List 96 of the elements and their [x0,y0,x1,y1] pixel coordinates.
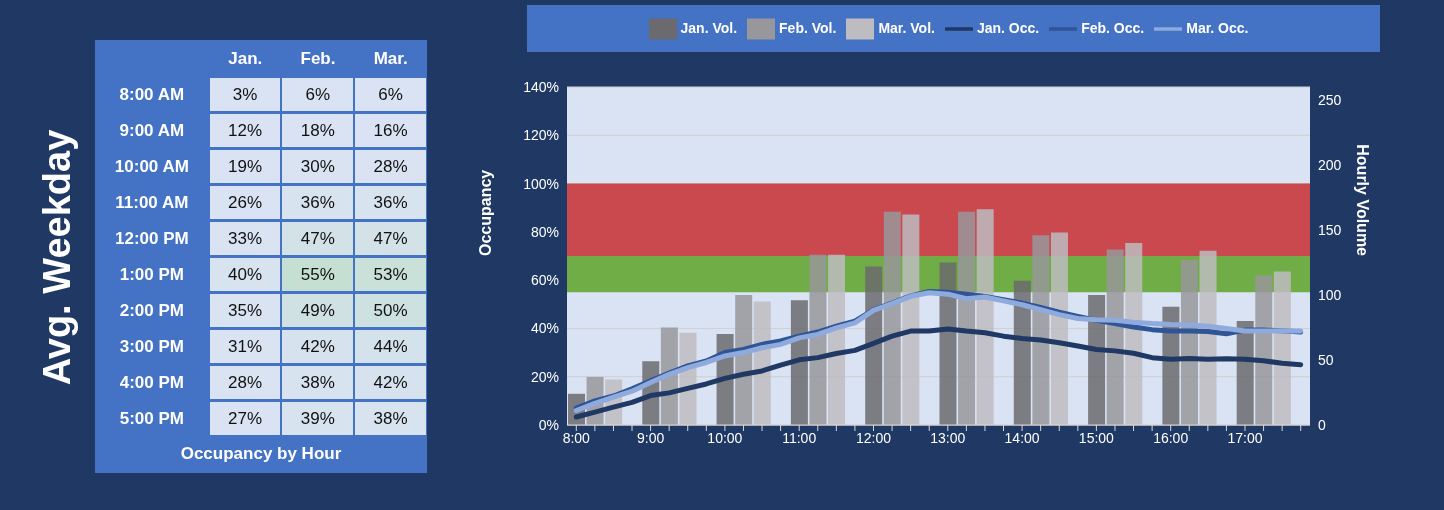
bar [790,300,808,425]
y-tick-label: 140% [523,78,559,95]
y-axis-title: Avg. Weekday [36,129,79,386]
y-axis-title: Occupancy [476,169,494,256]
bar [1199,250,1217,425]
data-label: 28% [355,150,426,183]
data-label: 40% [209,258,281,291]
bar [1013,280,1031,425]
x-tick-label: 8:00 [562,429,591,446]
data-label: 6% [282,78,354,111]
data-label: 27% [209,402,281,435]
bar [958,211,976,425]
data-label: 42% [282,330,354,363]
data-label: 49% [282,294,354,327]
legend-label: Mar. Occ. [1186,19,1249,36]
x-tick-label: Mar. [372,48,409,70]
y-tick-label: 11:00 AM [114,192,190,214]
data-label: 47% [355,222,426,255]
bar [1255,275,1273,425]
y-tick-label: 4:00 PM [118,372,185,394]
y2-tick-label: 100 [1318,286,1342,303]
y-tick-label: 10:00 AM [113,156,190,178]
y-tick-label: 120% [523,127,559,144]
x-tick-label: 13:00 [930,429,966,446]
y-tick-label: 8:00 AM [118,84,186,106]
data-label: 33% [209,222,281,255]
data-label: 47% [282,222,354,255]
data-label: 50% [355,294,426,327]
x-tick-label: 16:00 [1153,429,1189,446]
y-tick-label: 3:00 PM [118,336,185,358]
x-tick-label: 14:00 [1004,429,1040,446]
data-label: 36% [282,186,354,219]
legend-label: Jan. Occ. [976,19,1040,36]
y2-tick-label: 200 [1318,156,1342,173]
data-label: 38% [355,402,426,435]
data-label: 35% [209,294,281,327]
legend-label: Jan. Vol. [680,19,738,36]
bar [1106,249,1124,425]
bar [1050,232,1068,425]
y2-tick-label: 250 [1318,91,1342,108]
bar [828,254,846,425]
data-label: 44% [355,330,426,363]
bar [939,262,957,425]
x-tick-label: 9:00 [636,429,665,446]
y-tick-label: 2:00 PM [118,300,185,322]
bar [1273,271,1291,425]
data-label: 55% [282,258,354,291]
x-tick-label: Feb. [299,48,337,70]
data-label: 12% [209,114,281,147]
y-tick-label: 12:00 PM [113,228,190,250]
data-label: 31% [209,330,281,363]
y-tick-label: 80% [530,223,559,240]
bar [902,214,920,425]
data-label: 53% [355,258,426,291]
y-tick-label: 60% [530,272,559,289]
data-label: 42% [355,366,426,399]
x-tick-label: 10:00 [707,429,743,446]
x-tick-label: 12:00 [855,429,892,446]
bar [809,254,827,425]
x-axis-title: Occupancy by Hour [179,443,343,465]
y-tick-label: 20% [530,368,559,385]
data-label: 6% [355,78,426,111]
data-label: 38% [282,366,354,399]
bar [865,266,883,425]
legend-label: Mar. Vol. [878,19,935,36]
y-tick-label: 100% [523,175,559,192]
data-label: 18% [282,114,354,147]
bar [1088,295,1106,425]
legend-label: Feb. Vol. [779,19,837,36]
data-label: 19% [209,150,281,183]
bar [976,209,994,425]
bar [883,211,901,425]
bar [1032,235,1050,425]
y-tick-label: 40% [530,320,559,337]
x-tick-label: 17:00 [1227,429,1263,446]
y-tick-label: 1:00 PM [118,264,185,286]
y-tick-label: 5:00 PM [118,408,185,430]
x-tick-label: 15:00 [1078,429,1115,446]
y2-tick-label: 50 [1318,351,1334,368]
y2-tick-label: 0 [1318,416,1326,433]
data-label: 16% [355,114,426,147]
y2-tick-label: 150 [1318,221,1342,238]
data-label: 3% [209,78,281,111]
y2-axis-title: Hourly Volume [1354,144,1372,257]
bar [1125,243,1143,425]
bar [1180,259,1198,425]
x-tick-label: 11:00 [782,429,817,446]
legend-label: Feb. Occ. [1081,19,1145,36]
data-label: 36% [355,186,426,219]
y-tick-label: 0% [538,416,559,433]
data-label: 30% [282,150,354,183]
data-label: 28% [209,366,281,399]
data-label: 26% [209,186,281,219]
data-label: 39% [282,402,354,435]
x-tick-label: Jan. [227,48,264,70]
y-tick-label: 9:00 AM [118,120,186,142]
